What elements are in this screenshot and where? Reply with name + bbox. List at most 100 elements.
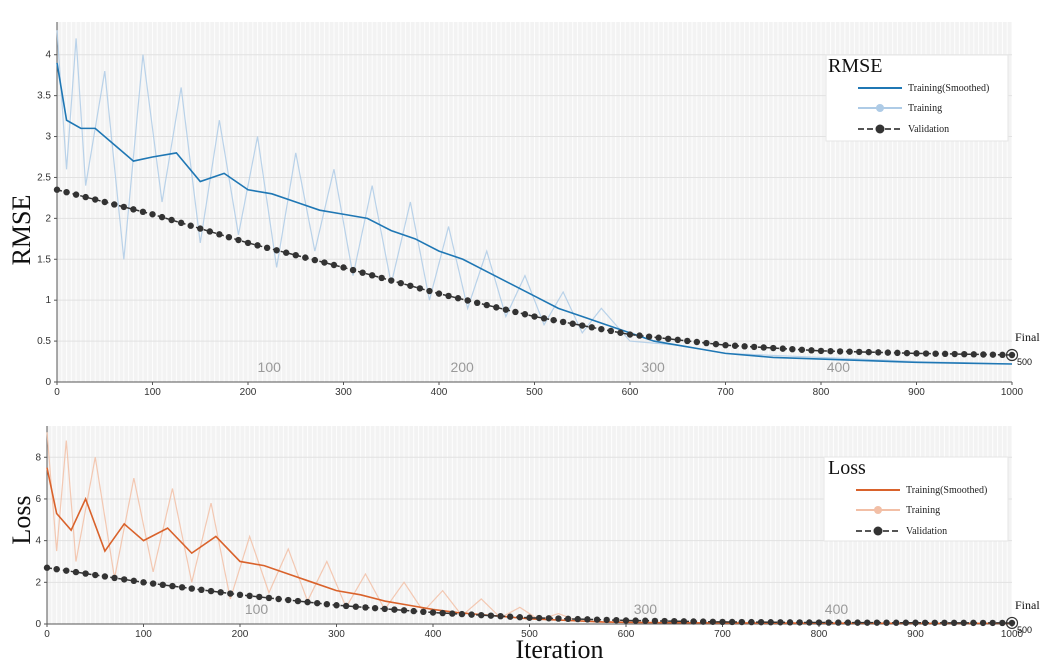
grid-lines bbox=[56, 22, 1013, 382]
y-tick-label: 4 bbox=[45, 50, 51, 61]
validation-point bbox=[960, 619, 967, 627]
validation-point bbox=[169, 582, 176, 590]
validation-point bbox=[622, 617, 630, 624]
validation-point bbox=[178, 584, 186, 591]
validation-point bbox=[642, 617, 649, 624]
validation-point bbox=[217, 589, 224, 596]
x-tick-label: 500 bbox=[526, 387, 543, 398]
y-tick-label: 0.5 bbox=[37, 336, 51, 347]
validation-point bbox=[256, 593, 263, 601]
validation-point bbox=[748, 618, 755, 626]
legend-marker-training bbox=[874, 506, 882, 514]
final-marker-sublabel: 500 bbox=[1017, 357, 1032, 367]
validation-point bbox=[439, 609, 446, 617]
validation-point bbox=[722, 341, 729, 349]
validation-point bbox=[72, 191, 80, 198]
validation-point bbox=[980, 351, 987, 358]
series-training-line bbox=[56, 30, 1013, 365]
validation-point bbox=[970, 619, 977, 627]
validation-point bbox=[796, 619, 803, 626]
x-tick-label: 600 bbox=[622, 387, 639, 398]
validation-point bbox=[111, 574, 118, 582]
validation-point bbox=[680, 618, 688, 625]
validation-point bbox=[684, 337, 691, 345]
chart-panel-top: 0 100 200 300 400 500 600 700 800 900 1000 0 0.5 1 1.5… bbox=[7, 22, 1040, 398]
validation-point bbox=[187, 222, 194, 229]
validation-point bbox=[285, 596, 292, 604]
validation-point bbox=[540, 315, 548, 322]
validation-point bbox=[922, 350, 930, 357]
legend-box bbox=[825, 54, 1009, 142]
validation-point bbox=[815, 619, 823, 626]
validation-point bbox=[416, 285, 424, 292]
validation-point bbox=[314, 599, 321, 607]
x-tick-label: 400 bbox=[425, 629, 442, 640]
validation-point bbox=[302, 254, 309, 261]
validation-point bbox=[951, 350, 958, 358]
validation-point bbox=[989, 351, 997, 358]
validation-point bbox=[139, 208, 147, 216]
validation-point bbox=[854, 619, 861, 626]
validation-point bbox=[426, 287, 433, 295]
y-tick-label: 8 bbox=[35, 452, 41, 463]
validation-point bbox=[750, 343, 758, 351]
epoch-marker-label: 100 bbox=[245, 601, 269, 617]
y-tick-label: 0 bbox=[45, 377, 51, 388]
legend-label-training-smoothed: Training(Smoothed) bbox=[906, 485, 987, 496]
validation-point bbox=[311, 256, 319, 264]
validation-point bbox=[712, 340, 720, 348]
validation-point bbox=[632, 617, 639, 624]
validation-point bbox=[655, 334, 662, 341]
validation-point bbox=[645, 333, 653, 340]
validation-point bbox=[330, 261, 338, 269]
validation-point bbox=[770, 344, 777, 352]
validation-point bbox=[728, 618, 736, 626]
validation-point bbox=[449, 610, 456, 617]
validation-point bbox=[63, 567, 70, 574]
validation-point bbox=[665, 335, 672, 342]
legend-label-training-smoothed: Training(Smoothed) bbox=[908, 83, 989, 94]
validation-point bbox=[468, 611, 475, 618]
y-axis-label: Loss bbox=[7, 495, 36, 544]
validation-point bbox=[420, 608, 427, 616]
validation-point bbox=[931, 619, 938, 626]
x-tick-label: 500 bbox=[521, 629, 538, 640]
validation-point bbox=[607, 327, 615, 335]
validation-point bbox=[227, 590, 234, 597]
validation-point bbox=[875, 349, 882, 356]
x-tick-label: 600 bbox=[618, 629, 635, 640]
validation-point bbox=[410, 607, 417, 615]
x-tick-label: 300 bbox=[328, 629, 345, 640]
validation-point bbox=[512, 308, 519, 316]
validation-point bbox=[798, 346, 806, 353]
legend-label-training: Training bbox=[906, 505, 940, 516]
validation-point bbox=[674, 336, 681, 344]
validation-point bbox=[921, 619, 929, 626]
validation-point bbox=[198, 586, 205, 594]
validation-point bbox=[101, 198, 108, 206]
series-training-smoothed-line bbox=[56, 62, 1013, 365]
validation-point bbox=[873, 619, 881, 626]
y-tick-label: 6 bbox=[35, 494, 41, 505]
validation-point bbox=[913, 350, 920, 357]
x-tick-label: 900 bbox=[907, 629, 924, 640]
x-tick-label: 300 bbox=[335, 387, 352, 398]
validation-point bbox=[777, 619, 784, 626]
validation-point bbox=[371, 604, 379, 612]
validation-point bbox=[521, 311, 529, 318]
x-tick-label: 0 bbox=[54, 387, 60, 398]
validation-point bbox=[574, 615, 581, 623]
validation-point bbox=[53, 565, 60, 573]
validation-point bbox=[786, 619, 794, 626]
validation-point bbox=[340, 264, 347, 271]
validation-point bbox=[121, 576, 128, 583]
validation-point bbox=[588, 324, 595, 331]
legend-title: RMSE bbox=[828, 55, 882, 77]
validation-point bbox=[159, 581, 166, 589]
x-axis-label: Iteration bbox=[515, 635, 603, 664]
legend-box bbox=[823, 456, 1009, 542]
legend-title: Loss bbox=[828, 457, 866, 479]
validation-point bbox=[292, 251, 299, 259]
legend-marker-validation bbox=[873, 526, 883, 536]
